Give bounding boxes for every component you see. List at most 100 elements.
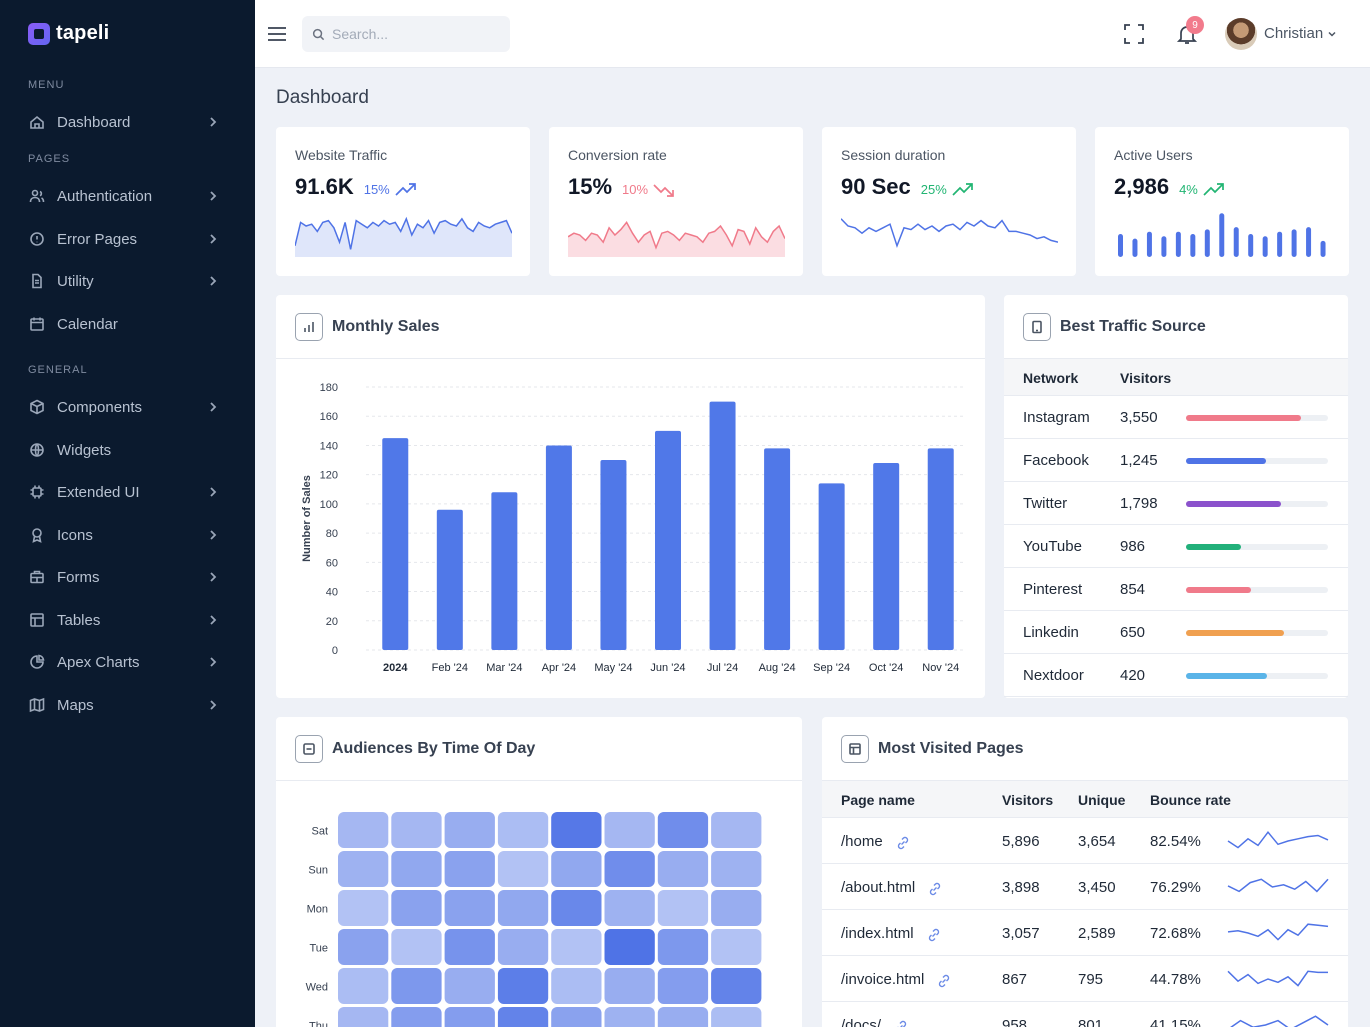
heatmap-cell[interactable] [497, 890, 549, 926]
heatmap-cell[interactable] [391, 812, 442, 848]
page-name[interactable]: /invoice.html [841, 971, 925, 988]
heatmap-cell[interactable] [551, 968, 602, 1004]
bar[interactable] [873, 462, 900, 650]
table-row[interactable]: /invoice.html 867 795 44.78% [822, 956, 1348, 1002]
heatmap-cell[interactable] [444, 968, 495, 1004]
heatmap-cell[interactable] [338, 851, 389, 887]
heatmap-cell[interactable] [711, 968, 762, 1004]
heatmap-cell[interactable] [497, 812, 549, 848]
table-row[interactable]: Twitter 1,798 [1004, 482, 1348, 525]
sidebar-item-error-pages[interactable]: Error Pages [28, 224, 228, 254]
bar[interactable] [382, 438, 409, 650]
heatmap-cell[interactable] [444, 851, 495, 887]
sidebar-item-components[interactable]: Components [28, 392, 228, 422]
heatmap-cell[interactable] [604, 929, 655, 965]
user-name[interactable]: Christian [1264, 25, 1324, 42]
heatmap-cell[interactable] [711, 1007, 762, 1027]
app-logo[interactable]: tapeli [28, 22, 109, 45]
heatmap-cell[interactable] [391, 968, 442, 1004]
heatmap-cell[interactable] [551, 851, 602, 887]
heatmap-cell[interactable] [657, 890, 709, 926]
bar[interactable] [818, 483, 845, 650]
chevron-down-icon[interactable] [1326, 28, 1338, 40]
heatmap-cell[interactable] [604, 890, 655, 926]
table-row[interactable]: Facebook 1,245 [1004, 439, 1348, 482]
table-row[interactable]: /about.html 3,898 3,450 76.29% [822, 864, 1348, 910]
table-row[interactable]: Pinterest 854 [1004, 568, 1348, 611]
table-row[interactable]: YouTube 986 [1004, 525, 1348, 568]
table-row[interactable]: Linkedin 650 [1004, 611, 1348, 654]
heatmap-cell[interactable] [551, 812, 602, 848]
sidebar-item-extended-ui[interactable]: Extended UI [28, 477, 228, 507]
heatmap-cell[interactable] [391, 1007, 442, 1027]
bar[interactable] [655, 430, 681, 650]
page-name[interactable]: /index.html [841, 925, 914, 942]
bar[interactable] [491, 492, 518, 650]
sidebar-item-apex-charts[interactable]: Apex Charts [28, 647, 228, 677]
heatmap-cell[interactable] [444, 812, 495, 848]
sidebar-item-utility[interactable]: Utility [28, 266, 228, 296]
heatmap-cell[interactable] [604, 1007, 655, 1027]
heatmap-cell[interactable] [338, 1007, 389, 1027]
heatmap-cell[interactable] [711, 851, 762, 887]
sidebar-item-maps[interactable]: Maps [28, 690, 228, 720]
link-icon[interactable] [926, 927, 942, 943]
heatmap-cell[interactable] [657, 1007, 709, 1027]
heatmap-cell[interactable] [497, 1007, 549, 1027]
heatmap-cell[interactable] [497, 851, 549, 887]
heatmap-cell[interactable] [338, 968, 389, 1004]
sidebar-item-tables[interactable]: Tables [28, 605, 228, 635]
bar[interactable] [545, 445, 572, 650]
page-name[interactable]: /docs/ [841, 1017, 882, 1027]
heatmap-cell[interactable] [551, 1007, 602, 1027]
heatmap-cell[interactable] [551, 929, 602, 965]
table-row[interactable]: /index.html 3,057 2,589 72.68% [822, 910, 1348, 956]
heatmap-cell[interactable] [604, 851, 655, 887]
heatmap-cell[interactable] [444, 890, 495, 926]
fullscreen-icon[interactable] [1122, 22, 1146, 46]
heatmap-cell[interactable] [497, 929, 549, 965]
heatmap-cell[interactable] [497, 968, 549, 1004]
table-row[interactable]: /home 5,896 3,654 82.54% [822, 818, 1348, 864]
heatmap-cell[interactable] [444, 1007, 495, 1027]
bar[interactable] [600, 460, 627, 650]
heatmap-cell[interactable] [657, 851, 709, 887]
table-row[interactable]: /docs/958 801 41.15% [822, 1002, 1348, 1027]
heatmap-cell[interactable] [338, 890, 389, 926]
bar[interactable] [927, 448, 954, 650]
link-icon[interactable] [895, 835, 911, 851]
search-input[interactable] [332, 26, 502, 42]
heatmap-cell[interactable] [711, 890, 762, 926]
bar[interactable] [764, 448, 791, 650]
heatmap-cell[interactable] [338, 929, 389, 965]
bar[interactable] [436, 509, 463, 650]
sidebar-item-widgets[interactable]: Widgets [28, 435, 228, 465]
heatmap-cell[interactable] [604, 812, 655, 848]
heatmap-cell[interactable] [551, 890, 602, 926]
avatar[interactable] [1225, 18, 1257, 50]
heatmap-cell[interactable] [657, 968, 709, 1004]
heatmap-cell[interactable] [391, 851, 442, 887]
bar[interactable] [709, 401, 736, 650]
sidebar-item-authentication[interactable]: Authentication [28, 181, 228, 211]
heatmap-cell[interactable] [338, 812, 389, 848]
heatmap-cell[interactable] [444, 929, 495, 965]
link-icon[interactable] [893, 1019, 909, 1027]
menu-toggle-icon[interactable] [267, 24, 287, 44]
link-icon[interactable] [927, 881, 943, 897]
sidebar-item-calendar[interactable]: Calendar [28, 309, 228, 339]
heatmap-cell[interactable] [657, 812, 709, 848]
sidebar-item-icons[interactable]: Icons [28, 520, 228, 550]
table-row[interactable]: Instagram 3,550 [1004, 396, 1348, 439]
heatmap-cell[interactable] [391, 890, 442, 926]
sidebar-item-forms[interactable]: Forms [28, 562, 228, 592]
heatmap-cell[interactable] [711, 929, 762, 965]
page-name[interactable]: /about.html [841, 879, 916, 896]
heatmap-cell[interactable] [711, 812, 762, 848]
heatmap-cell[interactable] [604, 968, 655, 1004]
page-name[interactable]: /home [841, 833, 883, 850]
heatmap-cell[interactable] [657, 929, 709, 965]
search-box[interactable] [302, 16, 510, 52]
heatmap-cell[interactable] [391, 929, 442, 965]
link-icon[interactable] [936, 973, 952, 989]
